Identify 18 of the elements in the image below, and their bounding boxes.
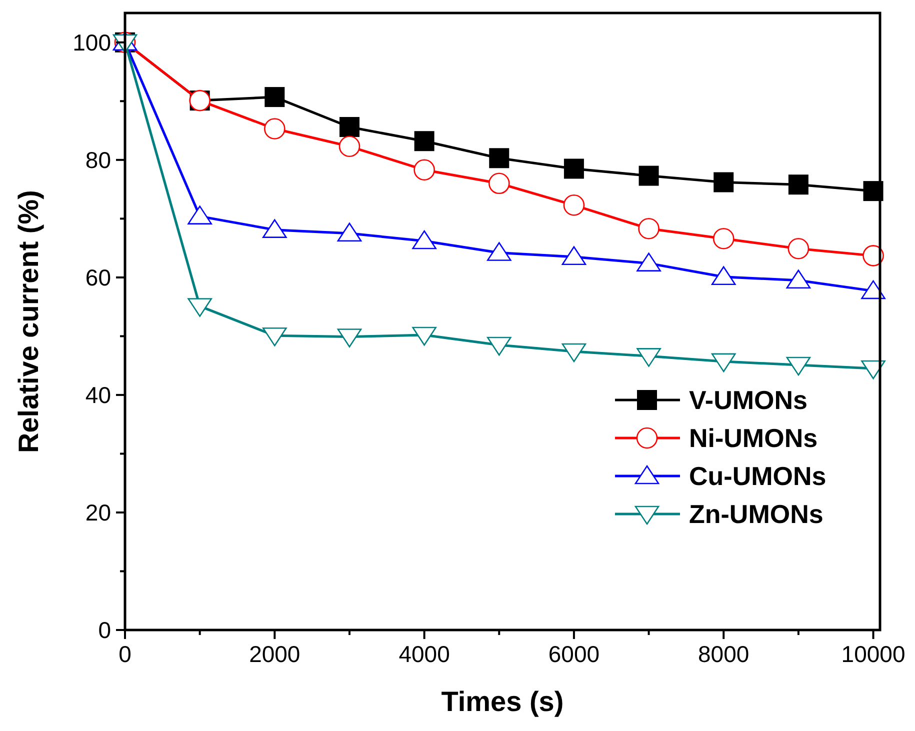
legend-label: Zn-UMONs — [689, 499, 824, 530]
legend-label: Cu-UMONs — [689, 461, 826, 492]
x-tick-label: 2000 — [249, 641, 300, 667]
y-tick-label: 80 — [85, 146, 111, 173]
x-tick-label: 10000 — [841, 641, 906, 667]
y-tick-label: 60 — [85, 264, 111, 290]
x-tick-label: 8000 — [698, 641, 750, 667]
y-tick-label: 40 — [85, 382, 111, 408]
legend-label: Ni-UMONs — [689, 423, 818, 454]
y-tick-label: 0 — [98, 617, 111, 644]
y-tick-label: 100 — [72, 29, 111, 56]
y-tick-label: 20 — [85, 500, 111, 526]
y-axis-title: Relative current (%) — [13, 190, 44, 453]
x-tick-label: 4000 — [398, 641, 450, 667]
legend-label: V-UMONs — [689, 385, 808, 416]
x-tick-label: 6000 — [548, 641, 600, 667]
x-tick-label: 0 — [118, 641, 132, 667]
x-axis-title: Times (s) — [441, 686, 564, 717]
